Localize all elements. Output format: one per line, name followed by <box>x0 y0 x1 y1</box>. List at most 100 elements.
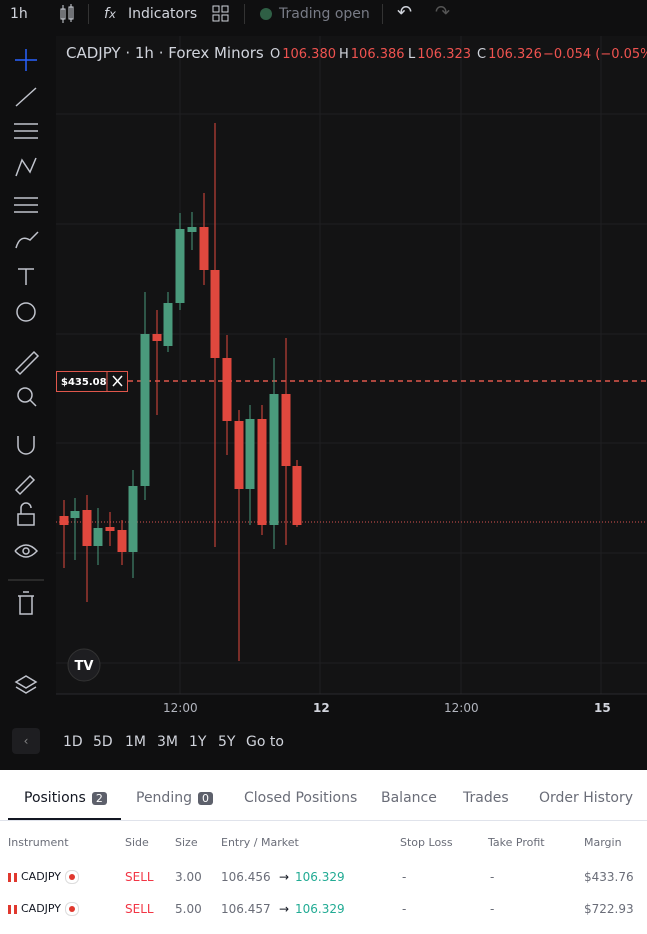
legend-value: 106.323 <box>417 47 471 62</box>
grid <box>56 36 647 694</box>
crosshair-tool[interactable] <box>15 49 37 71</box>
column-header: Take Profit <box>488 836 545 849</box>
zoom-tool[interactable] <box>17 387 37 407</box>
candle-icon[interactable] <box>58 4 76 24</box>
text-tool[interactable] <box>18 268 34 285</box>
legend-value: 106.386 <box>351 47 405 62</box>
candle-body <box>269 394 279 525</box>
symbol: CADJPY <box>21 870 62 883</box>
time-label: 15 <box>594 701 611 715</box>
take-profit: - <box>490 902 495 916</box>
pattern-tool[interactable] <box>15 157 37 177</box>
instrument: CADJPY <box>8 870 80 884</box>
tab-count: 2 <box>91 792 107 805</box>
take-profit: - <box>490 870 495 884</box>
emoji-tool[interactable] <box>16 302 36 322</box>
candle-body <box>93 528 103 546</box>
market-price: 106.329 <box>295 902 345 916</box>
range-button[interactable]: 1D <box>63 734 83 750</box>
candle-body <box>175 229 185 303</box>
range-button[interactable]: 3M <box>157 734 178 750</box>
legend-key: L <box>408 47 416 62</box>
legend-change: −0.054 (−0.05%) <box>543 47 647 62</box>
delete-tool[interactable] <box>18 591 34 615</box>
collapse[interactable]: ‹ <box>12 728 40 754</box>
entry-price: 106.456 <box>221 870 271 884</box>
candle-body <box>70 511 80 518</box>
range-button[interactable]: 1M <box>125 734 146 750</box>
margin: $722.93 <box>584 902 634 916</box>
lines-tool[interactable] <box>14 123 38 139</box>
range-button[interactable]: 5Y <box>218 734 236 750</box>
candle-body <box>245 419 255 489</box>
lock-tool[interactable] <box>17 502 35 526</box>
divider <box>88 4 89 24</box>
legend-key: O <box>270 47 280 62</box>
divider <box>382 4 383 24</box>
layers-tool[interactable] <box>14 675 38 694</box>
stop-loss: - <box>402 902 407 916</box>
undo[interactable]: ↶ <box>397 2 413 23</box>
column-header: Side <box>125 836 149 849</box>
position-label: $435.08 <box>61 377 107 388</box>
market-price: 106.329 <box>295 870 345 884</box>
close-position[interactable] <box>112 375 123 387</box>
side: SELL <box>125 902 154 916</box>
status-dot <box>260 8 272 20</box>
layout-icon[interactable] <box>212 5 230 23</box>
time-label: 12:00 <box>163 701 198 715</box>
candle-body <box>152 334 162 341</box>
indicators[interactable]: Indicators <box>128 6 198 22</box>
ohlc: O 106.380 H 106.386 L 106.323 C 106.326−0.054 (… <box>270 47 647 62</box>
divider <box>0 820 647 821</box>
active-tab-underline <box>8 818 121 820</box>
candle-body <box>82 510 92 546</box>
positions-panel: Positions 2 Pending 0 Closed Positions Balanc… <box>0 770 647 934</box>
fib-tool[interactable] <box>14 197 38 213</box>
brush-tool[interactable] <box>15 231 39 249</box>
size: 5.00 <box>175 902 202 916</box>
candle-body <box>292 466 302 525</box>
fx-icon[interactable]: fx <box>104 6 116 22</box>
candle-body <box>210 270 220 358</box>
range-button[interactable]: Go to <box>246 734 284 750</box>
tab-label: Balance <box>381 790 437 806</box>
candle-body <box>117 530 127 552</box>
divider <box>244 4 245 24</box>
lock-draw-tool[interactable] <box>14 474 36 496</box>
tab[interactable]: Closed Positions <box>244 790 357 806</box>
candle-body <box>187 227 197 232</box>
tab[interactable]: Balance <box>381 790 437 806</box>
legend-value: 106.326 <box>488 47 542 62</box>
flag-ca <box>8 904 17 914</box>
range-button[interactable]: 1Y <box>189 734 207 750</box>
redo[interactable]: ↷ <box>435 2 451 23</box>
stop-loss: - <box>402 870 407 884</box>
tab[interactable]: Trades <box>463 790 509 806</box>
legend-value: 106.380 <box>282 47 336 62</box>
tab[interactable]: Positions 2 <box>24 790 107 806</box>
interval[interactable]: 1h <box>10 6 28 22</box>
candle-body <box>140 334 150 486</box>
visibility-tool[interactable] <box>14 544 39 558</box>
tab-label: Trades <box>463 790 509 806</box>
tab[interactable]: Order History <box>539 790 633 806</box>
position-label-box[interactable] <box>56 371 128 392</box>
magnet-tool[interactable] <box>17 436 35 455</box>
tab[interactable]: Pending 0 <box>136 790 213 806</box>
range-button[interactable]: 5D <box>93 734 113 750</box>
column-header: Stop Loss <box>400 836 453 849</box>
flag-jp <box>65 870 80 884</box>
arrow: → <box>279 870 290 884</box>
tab-count: 0 <box>197 792 213 805</box>
flag-jp <box>65 902 80 916</box>
candle-body <box>59 516 69 525</box>
drawing-toolbar <box>8 49 44 694</box>
line-tool[interactable] <box>15 87 37 107</box>
column-header: Entry / Market <box>221 836 299 849</box>
ruler-tool[interactable] <box>14 350 40 376</box>
candle-body <box>257 419 267 525</box>
symbol: CADJPY · 1h · Forex Minors <box>66 44 264 62</box>
